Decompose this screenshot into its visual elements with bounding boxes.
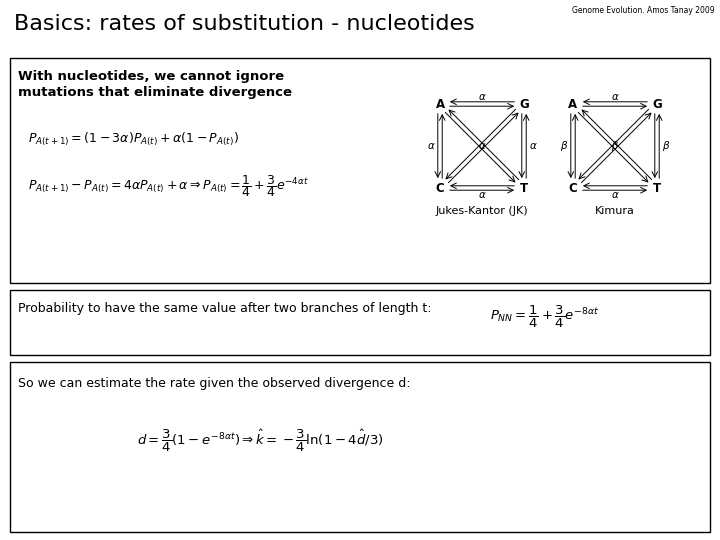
Text: $P_{A(t+1)} - P_{A(t)} = 4\alpha P_{A(t)} + \alpha \Rightarrow P_{A(t)} = \dfrac: $P_{A(t+1)} - P_{A(t)} = 4\alpha P_{A(t)… (28, 173, 309, 199)
Text: Basics: rates of substitution - nucleotides: Basics: rates of substitution - nucleoti… (14, 14, 474, 34)
Text: $\alpha$: $\alpha$ (478, 141, 486, 151)
Text: $\alpha$: $\alpha$ (477, 190, 486, 200)
Text: $\beta$: $\beta$ (611, 139, 619, 153)
Text: $P_{A(t+1)} = (1-3\alpha)P_{A(t)} + \alpha(1 - P_{A(t)})$: $P_{A(t+1)} = (1-3\alpha)P_{A(t)} + \alp… (28, 131, 239, 148)
Text: $P_{NN} = \dfrac{1}{4} + \dfrac{3}{4}e^{-8\alpha t}$: $P_{NN} = \dfrac{1}{4} + \dfrac{3}{4}e^{… (490, 304, 599, 330)
Text: $\alpha$: $\alpha$ (611, 190, 619, 200)
Text: T: T (653, 181, 661, 194)
Text: G: G (652, 98, 662, 111)
Text: Genome Evolution. Amos Tanay 2009: Genome Evolution. Amos Tanay 2009 (572, 6, 715, 15)
Text: Probability to have the same value after two branches of length t:: Probability to have the same value after… (18, 302, 431, 315)
Text: $\alpha$: $\alpha$ (427, 141, 436, 151)
Bar (10, 58, 710, 283)
Text: G: G (519, 98, 529, 111)
Text: A: A (436, 98, 444, 111)
Text: T: T (520, 181, 528, 194)
Bar (10, 362, 710, 532)
Text: mutations that eliminate divergence: mutations that eliminate divergence (18, 86, 292, 99)
Text: $\beta$: $\beta$ (560, 139, 568, 153)
Text: $\alpha$: $\alpha$ (477, 92, 486, 102)
Text: $\alpha$: $\alpha$ (528, 141, 537, 151)
Text: With nucleotides, we cannot ignore: With nucleotides, we cannot ignore (18, 70, 284, 83)
Bar (10, 290, 710, 355)
Text: A: A (568, 98, 577, 111)
Text: So we can estimate the rate given the observed divergence d:: So we can estimate the rate given the ob… (18, 377, 410, 390)
Text: C: C (569, 181, 577, 194)
Text: Jukes-Kantor (JK): Jukes-Kantor (JK) (436, 206, 528, 216)
Text: C: C (436, 181, 444, 194)
Text: $\alpha$: $\alpha$ (611, 92, 619, 102)
Text: Kimura: Kimura (595, 206, 635, 216)
Text: $\beta$: $\beta$ (662, 139, 670, 153)
Text: $d = \dfrac{3}{4}(1 - e^{-8\alpha t}) \Rightarrow \hat{k} = -\dfrac{3}{4}\ln(1 -: $d = \dfrac{3}{4}(1 - e^{-8\alpha t}) \R… (137, 427, 383, 454)
